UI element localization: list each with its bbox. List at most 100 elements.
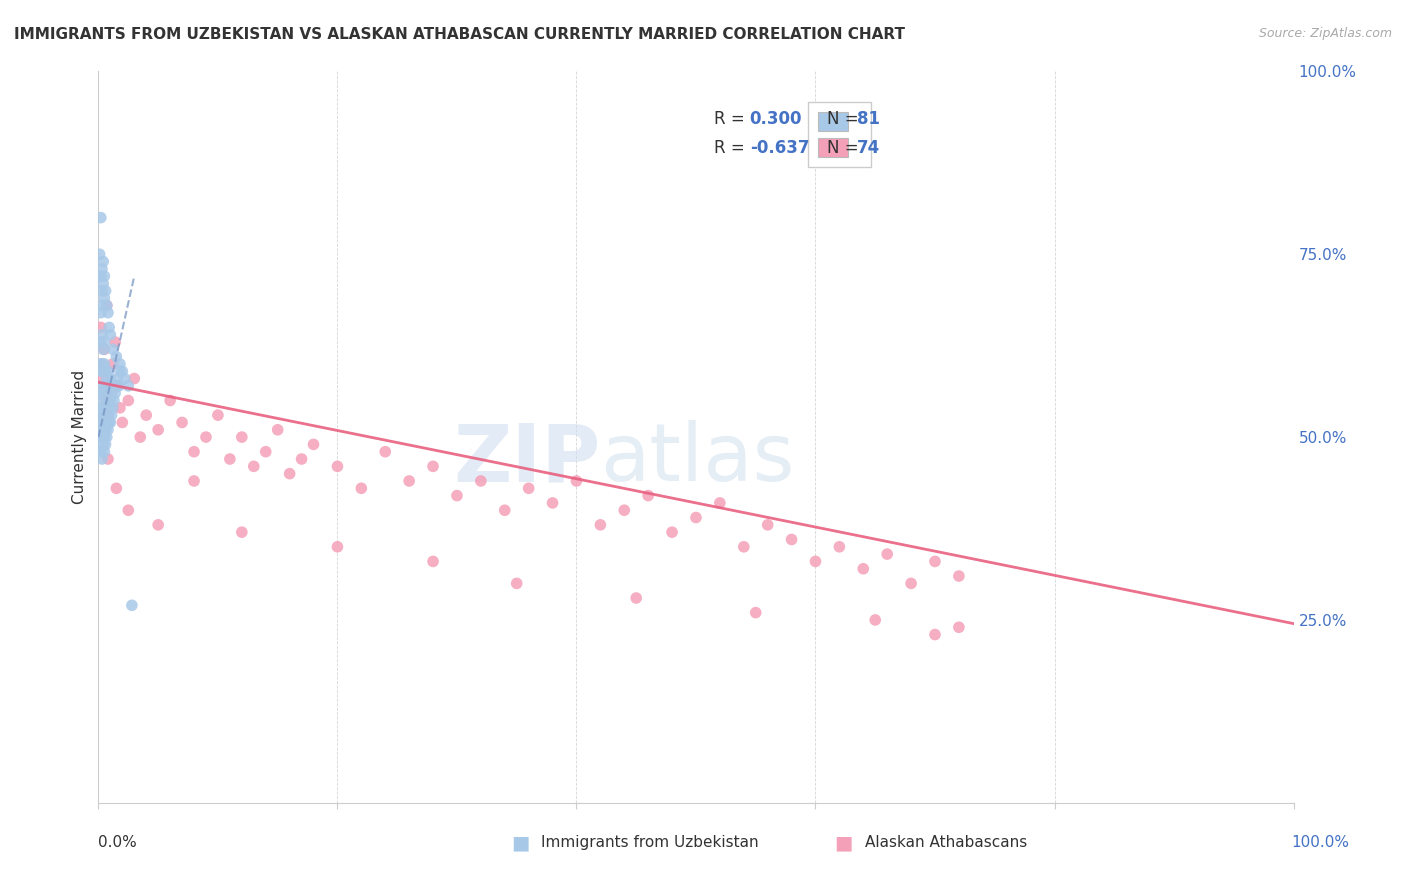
Point — [231, 525, 253, 540]
Point — [183, 474, 205, 488]
Text: ■: ■ — [510, 833, 530, 853]
Point — [91, 277, 114, 291]
Point — [98, 386, 122, 401]
Point — [98, 379, 121, 393]
Point — [98, 401, 121, 415]
Point — [105, 379, 128, 393]
Point — [828, 540, 851, 554]
Point — [94, 437, 117, 451]
Point — [172, 416, 194, 430]
Point — [183, 444, 205, 458]
Point — [93, 401, 115, 415]
Point — [948, 620, 970, 634]
Text: ■: ■ — [834, 833, 853, 853]
Point — [96, 298, 118, 312]
Point — [100, 408, 122, 422]
Point — [90, 364, 112, 378]
Point — [398, 474, 420, 488]
Point — [90, 306, 112, 320]
Point — [733, 540, 755, 554]
Point — [89, 393, 111, 408]
Point — [101, 401, 124, 415]
Point — [148, 423, 170, 437]
Point — [90, 320, 112, 334]
Point — [91, 298, 114, 312]
Point — [91, 364, 114, 378]
Point — [865, 613, 887, 627]
Legend: , : , — [807, 102, 872, 167]
Point — [804, 554, 827, 568]
Point — [91, 423, 114, 437]
Point — [129, 430, 152, 444]
Point — [98, 327, 122, 342]
Point — [97, 452, 120, 467]
Point — [94, 423, 117, 437]
Point — [135, 408, 157, 422]
Point — [124, 371, 146, 385]
Point — [104, 334, 127, 349]
Point — [94, 386, 117, 401]
Point — [470, 474, 492, 488]
Point — [661, 525, 683, 540]
Point — [326, 459, 349, 474]
Text: -0.637: -0.637 — [749, 139, 810, 157]
Point — [541, 496, 564, 510]
Point — [302, 437, 325, 451]
Text: Alaskan Athabascans: Alaskan Athabascans — [865, 836, 1026, 850]
Text: 100.0%: 100.0% — [1292, 836, 1350, 850]
Point — [243, 459, 266, 474]
Point — [91, 437, 114, 451]
Point — [278, 467, 301, 481]
Point — [93, 416, 115, 430]
Point — [291, 452, 314, 467]
Text: 74: 74 — [858, 139, 880, 157]
Text: N =: N = — [827, 110, 865, 128]
Point — [97, 408, 120, 422]
Point — [494, 503, 516, 517]
Point — [852, 562, 875, 576]
Point — [97, 386, 120, 401]
Point — [422, 459, 444, 474]
Y-axis label: Currently Married: Currently Married — [72, 370, 87, 504]
Point — [91, 261, 114, 276]
Point — [101, 343, 124, 357]
Point — [94, 284, 117, 298]
Text: N =: N = — [827, 139, 865, 157]
Point — [97, 423, 120, 437]
Point — [117, 393, 139, 408]
Point — [98, 416, 121, 430]
Point — [96, 416, 118, 430]
Point — [91, 343, 114, 357]
Text: Source: ZipAtlas.com: Source: ZipAtlas.com — [1258, 27, 1392, 40]
Point — [93, 334, 115, 349]
Point — [90, 423, 112, 437]
Point — [93, 379, 115, 393]
Point — [91, 357, 114, 371]
Point — [90, 269, 112, 284]
Point — [93, 343, 115, 357]
Point — [613, 503, 636, 517]
Point — [948, 569, 970, 583]
Point — [90, 334, 112, 349]
Point — [93, 444, 115, 458]
Point — [89, 357, 111, 371]
Point — [108, 364, 131, 378]
Point — [90, 211, 112, 225]
Point — [101, 357, 124, 371]
Point — [159, 393, 181, 408]
Point — [114, 371, 136, 385]
Point — [105, 481, 128, 495]
Text: Immigrants from Uzbekistan: Immigrants from Uzbekistan — [541, 836, 759, 850]
Point — [94, 364, 117, 378]
Point — [96, 371, 118, 385]
Point — [91, 371, 114, 385]
Point — [506, 576, 529, 591]
Point — [91, 401, 114, 415]
Point — [107, 379, 129, 393]
Point — [101, 379, 124, 393]
Text: 81: 81 — [858, 110, 880, 128]
Point — [374, 444, 396, 458]
Point — [96, 393, 118, 408]
Point — [924, 627, 946, 641]
Point — [219, 452, 242, 467]
